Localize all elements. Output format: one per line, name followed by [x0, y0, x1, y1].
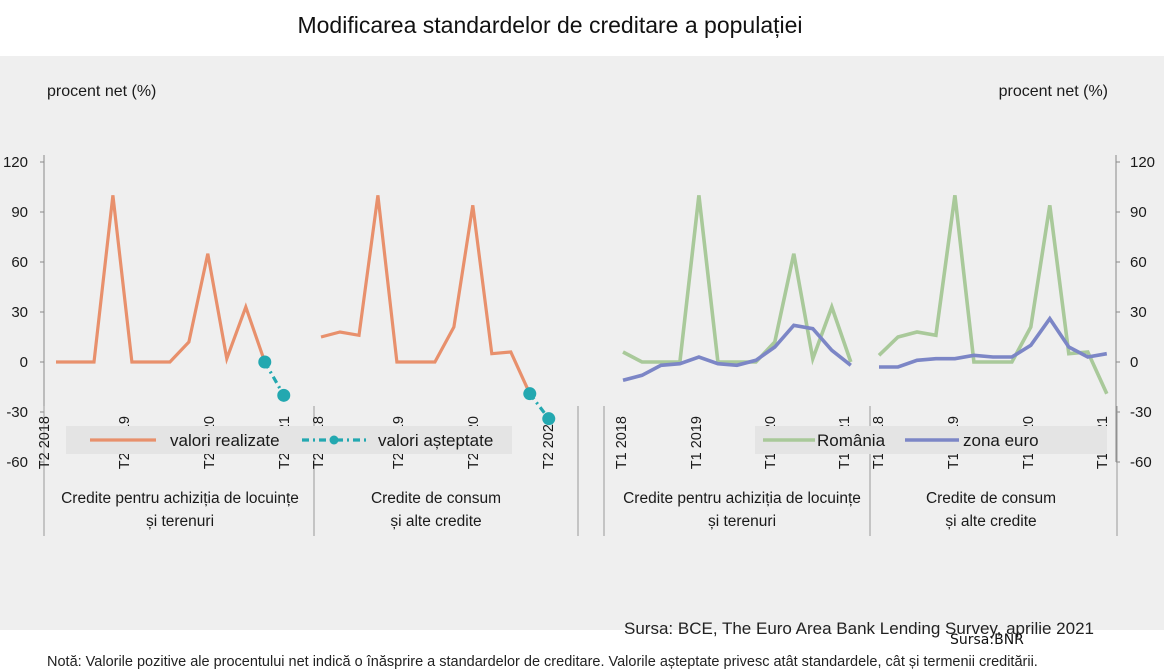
chart2-legend-label-zona-euro: zona euro — [963, 431, 1039, 450]
chart1-x-tick-label: T2 2021 — [541, 416, 557, 469]
chart1-x-tick-label: T2 2018 — [37, 416, 53, 469]
chart2-y-tick-label: 30 — [1130, 304, 1147, 321]
chart1-legend-label-valori-asteptate: valori așteptate — [378, 431, 493, 450]
chart2-y-tick-label: 0 — [1130, 354, 1138, 371]
chart2-y-tick-label: 120 — [1130, 154, 1155, 171]
chart2-group-label: Credite pentru achiziția de locuințe — [623, 490, 861, 507]
chart1-group-label: Credite de consum — [371, 490, 501, 507]
source-text: Sursa: BCE, The Euro Area Bank Lending S… — [624, 619, 1094, 638]
chart-title: Modificarea standardelor de creditare a … — [297, 12, 803, 38]
chart2-group2-series-zona-euro — [879, 315, 1108, 369]
chart2-group1-series-zona-euro — [622, 323, 852, 383]
chart1-y-tick-label: 60 — [11, 254, 28, 271]
note-text: Notă: Valorile pozitive ale procentului … — [47, 654, 1038, 670]
chart2-group2-series-romania — [877, 195, 1109, 395]
chart2-legend-label-romania: România — [817, 431, 886, 450]
source-bnr: Sursa:BNR — [950, 632, 1024, 648]
chart2-x-tick-label: T1 2018 — [614, 416, 630, 469]
chart2-y-label: procent net (%) — [999, 83, 1108, 100]
chart1-y-tick-label: 120 — [3, 154, 28, 171]
chart1-y-tick-label: -30 — [6, 404, 28, 421]
chart1-group1-point-valori-asteptate — [258, 355, 272, 369]
chart1-y-tick-label: 30 — [11, 304, 28, 321]
chart-panel: -60 -30 0 30 60 90 120 procent net (%) T2 2018 T2… — [0, 56, 1164, 670]
chart2-y-tick-label: 60 — [1130, 254, 1147, 271]
chart1-y-tick-label: 0 — [20, 354, 28, 371]
chart1-y-tick-label: -60 — [6, 454, 28, 471]
chart1-group2-point-valori-asteptate — [542, 412, 556, 426]
chart2-group-label: Credite de consum — [926, 490, 1056, 507]
chart2-y-tick-label: -30 — [1130, 404, 1152, 421]
chart1-y-label: procent net (%) — [47, 83, 156, 100]
chart1-group1-point-valori-asteptate — [277, 388, 291, 402]
chart2-group-label: și terenuri — [708, 513, 776, 530]
chart2-x-tick-label: T1 2019 — [689, 416, 705, 469]
chart1-group-label: și terenuri — [146, 513, 214, 530]
chart2-y-tick-label: -60 — [1130, 454, 1152, 471]
chart1-group2-series-valori-realizate — [320, 195, 532, 395]
chart1-group1-series-valori-realizate — [56, 195, 267, 365]
chart1-group-label: Credite pentru achiziția de locuințe — [61, 490, 299, 507]
chart1-group-label: și alte credite — [390, 513, 481, 530]
charts-svg: -60 -30 0 30 60 90 120 procent net (%) T2 2018 T2… — [3, 83, 1155, 536]
chart1-legend-marker-valori-asteptate — [329, 435, 339, 445]
chart2-group1-series-romania — [622, 195, 853, 366]
chart2-y-tick-label: 90 — [1130, 204, 1147, 221]
chart2-group-label: și alte credite — [945, 513, 1036, 530]
chart1-legend-label-valori-realizate: valori realizate — [170, 431, 280, 450]
chart1-group2-point-valori-asteptate — [523, 387, 537, 401]
chart1-y-tick-label: 90 — [11, 204, 28, 221]
